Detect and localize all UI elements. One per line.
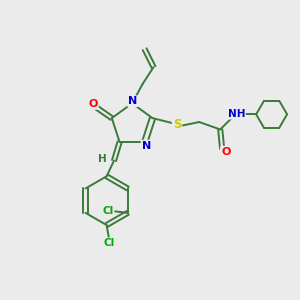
Text: O: O bbox=[221, 147, 230, 157]
Text: NH: NH bbox=[227, 109, 245, 119]
Text: N: N bbox=[128, 96, 137, 106]
Text: N: N bbox=[142, 141, 151, 151]
Text: Cl: Cl bbox=[102, 206, 113, 216]
Text: O: O bbox=[88, 99, 98, 109]
Text: S: S bbox=[173, 118, 181, 131]
Text: Cl: Cl bbox=[104, 238, 115, 248]
Text: H: H bbox=[98, 154, 107, 164]
